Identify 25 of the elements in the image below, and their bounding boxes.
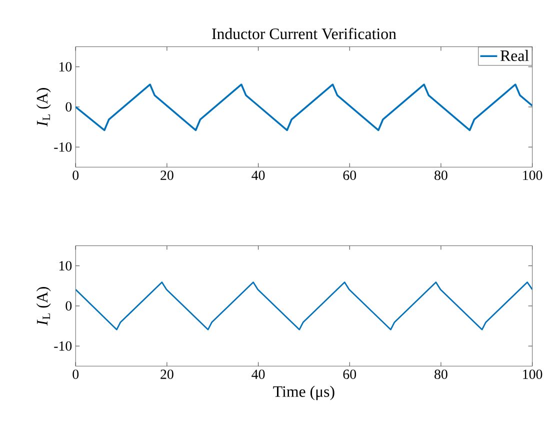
x-tick-label: 20 xyxy=(160,170,174,180)
x-axis-title: Time (μs) xyxy=(273,386,334,400)
legend-label: Real xyxy=(500,50,529,62)
y-axis-title: I$_{L}$ (A) xyxy=(36,88,51,127)
line-series xyxy=(76,84,532,132)
y-tick-label: 0 xyxy=(66,301,72,311)
y-tick-label: -10 xyxy=(54,142,72,152)
line-series xyxy=(76,282,532,330)
x-tick-label: 100 xyxy=(523,170,542,180)
y-tick-label: 10 xyxy=(59,261,72,271)
x-tick-label: 0 xyxy=(72,170,79,180)
x-tick-label: 40 xyxy=(252,170,265,180)
x-tick-label: 60 xyxy=(343,370,356,380)
x-tick-label: 20 xyxy=(160,370,174,380)
x-tick-label: 100 xyxy=(523,370,542,380)
y-tick-label: 0 xyxy=(66,102,72,112)
chart-title: Inductor Current Verification xyxy=(212,28,396,40)
x-tick-label: 0 xyxy=(72,370,79,380)
x-tick-label: 80 xyxy=(434,170,448,180)
x-tick-label: 40 xyxy=(252,370,265,380)
x-tick-label: 60 xyxy=(343,170,356,180)
y-axis-title: I$_{L}$ (A) xyxy=(36,287,51,326)
y-tick-label: 10 xyxy=(59,62,72,72)
x-tick-label: 80 xyxy=(434,370,448,380)
y-tick-label: -10 xyxy=(54,341,72,351)
